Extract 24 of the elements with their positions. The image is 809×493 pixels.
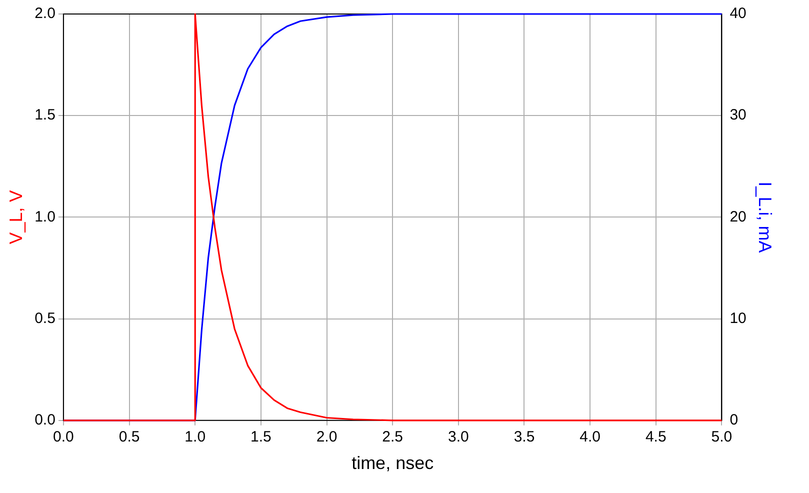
x-tick-label: 4.0 (580, 428, 600, 446)
x-tick-label: 3.5 (514, 428, 535, 446)
y-tick-label: 1.5 (34, 106, 56, 124)
y-tick-label: 1.0 (34, 208, 56, 226)
x-tick-label: 2.0 (316, 428, 338, 446)
x-tick-label: 3.0 (448, 428, 469, 446)
y-tick-label: 0.5 (34, 310, 56, 327)
x-tick-label: 5.0 (711, 428, 732, 446)
y-tick-label: 2.0 (34, 5, 56, 22)
x-tick-label: 1.5 (250, 428, 272, 446)
y2-tick-label: 10 (730, 310, 746, 327)
x-tick-label: 0.0 (53, 428, 74, 446)
y-axis-title: V_L, V (6, 190, 26, 244)
y-tick-label: 0.0 (34, 412, 56, 429)
y2-tick-label: 40 (730, 5, 746, 22)
y2-axis-title: I_L.i, mA (755, 182, 776, 253)
x-tick-label: 1.0 (184, 428, 206, 446)
x-tick-label: 2.5 (382, 428, 404, 446)
x-tick-label: 4.5 (645, 428, 666, 446)
y2-tick-label: 20 (730, 208, 746, 226)
x-tick-label: 0.5 (118, 428, 140, 446)
x-axis-title: time, nsec (352, 453, 434, 474)
y2-tick-label: 0 (730, 412, 738, 429)
y2-tick-label: 30 (730, 106, 746, 124)
